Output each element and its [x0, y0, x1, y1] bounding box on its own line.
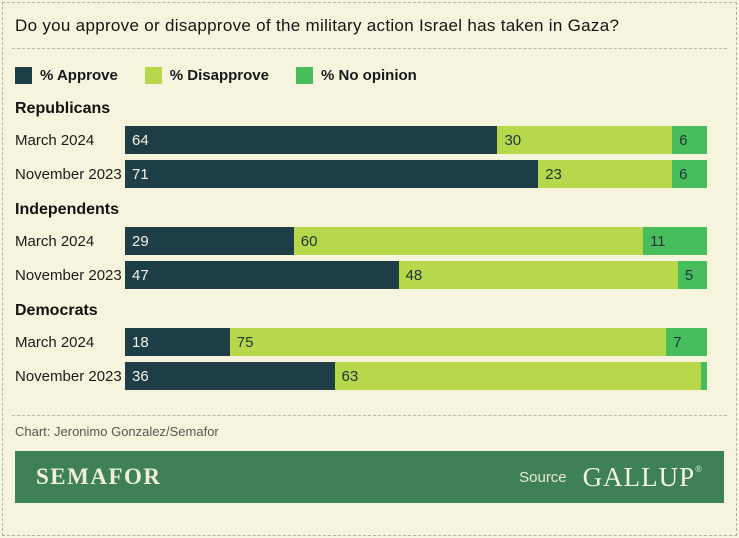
bar-segment-no-opinion: 6 [672, 126, 707, 154]
title-separator [12, 48, 727, 49]
legend-label: % Disapprove [169, 66, 269, 84]
legend-label: % No opinion [321, 66, 417, 84]
bar-value-label: 36 [132, 367, 149, 385]
bar-track: 47 48 5 [125, 261, 707, 289]
chart-row: November 2023 36 63 [0, 362, 739, 390]
bar-value-label: 30 [504, 131, 522, 149]
bar-segment-approve: 64 [125, 126, 498, 154]
bar-value-label: 11 [649, 232, 666, 250]
bar-segment-approve: 36 [125, 362, 335, 390]
chart-row: March 2024 29 60 11 [0, 227, 739, 255]
bar-segment-disapprove: 48 [398, 261, 678, 289]
bar-value-label: 18 [132, 333, 149, 351]
bar-segment-no-opinion: 7 [666, 328, 707, 356]
chart-row: March 2024 64 30 6 [0, 126, 739, 154]
bar-segment-disapprove: 30 [497, 126, 673, 154]
chart-row: November 2023 47 48 5 [0, 261, 739, 289]
row-label: November 2023 [15, 266, 122, 284]
approve-swatch-icon [15, 66, 32, 84]
source-attribution: Source GALLUP® [519, 462, 702, 493]
bar-value-label: 64 [132, 131, 149, 149]
bar-segment-disapprove: 60 [293, 227, 643, 255]
no-opinion-swatch-icon [296, 66, 313, 84]
source-label: Source [519, 468, 567, 486]
bar-value-label: 63 [341, 367, 359, 385]
bar-segment-approve: 47 [125, 261, 399, 289]
legend: % Approve % Disapprove % No opinion [15, 66, 739, 84]
bar-segment-no-opinion: 6 [672, 160, 707, 188]
bar-segment-no-opinion [701, 362, 707, 390]
bar-track: 36 63 [125, 362, 707, 390]
group-header: Independents [15, 201, 120, 218]
bar-track: 71 23 6 [125, 160, 707, 188]
legend-item-approve: % Approve [15, 66, 118, 84]
chart-title: Do you approve or disapprove of the mili… [15, 16, 620, 35]
footer-bar: SEMAFOR Source GALLUP® [15, 451, 724, 503]
bar-track: 64 30 6 [125, 126, 707, 154]
row-label: November 2023 [15, 165, 122, 183]
stacked-bar-chart: Republicans March 2024 64 30 6 November 2023 7… [0, 99, 739, 390]
row-label: March 2024 [15, 131, 95, 149]
bar-value-label: 6 [679, 165, 688, 183]
bar-segment-no-opinion: 11 [642, 227, 707, 255]
bar-segment-approve: 18 [125, 328, 230, 356]
disapprove-swatch-icon [144, 66, 162, 84]
chart-row: November 2023 71 23 6 [0, 160, 739, 188]
bar-track: 29 60 11 [125, 227, 707, 255]
bar-track: 18 75 7 [125, 328, 707, 356]
bar-value-label: 23 [545, 165, 562, 183]
bar-segment-approve: 29 [125, 227, 294, 255]
footer-separator [12, 415, 727, 416]
group-header: Republicans [15, 100, 111, 117]
semafor-logo: SEMAFOR [36, 464, 162, 489]
gallup-wordmark: GALLUP [582, 461, 696, 492]
chart-row: March 2024 18 75 7 [0, 328, 739, 356]
legend-label: % Approve [40, 66, 118, 84]
legend-item-no-opinion: % No opinion [296, 66, 417, 84]
bar-value-label: 7 [673, 333, 682, 351]
bar-value-label: 60 [300, 232, 318, 250]
registered-trademark-icon: ® [695, 463, 702, 474]
gallup-logo: GALLUP® [583, 462, 702, 493]
row-label: November 2023 [15, 367, 122, 385]
bar-value-label: 6 [679, 131, 688, 149]
bar-segment-disapprove: 23 [538, 160, 673, 188]
bar-segment-no-opinion: 5 [677, 261, 707, 289]
bar-value-label: 5 [684, 266, 694, 284]
credit-line: Chart: Jeronimo Gonzalez/Semafor [15, 424, 219, 439]
bar-value-label: 71 [132, 165, 149, 183]
row-label: March 2024 [15, 333, 95, 351]
bar-value-label: 75 [236, 333, 254, 351]
group-header: Democrats [15, 302, 98, 319]
bar-value-label: 47 [132, 266, 149, 284]
bar-value-label: 48 [405, 266, 423, 284]
bar-segment-disapprove: 75 [229, 328, 667, 356]
bar-segment-approve: 71 [125, 160, 539, 188]
bar-segment-disapprove: 63 [334, 362, 702, 390]
bar-value-label: 29 [132, 232, 149, 250]
legend-item-disapprove: % Disapprove [144, 66, 269, 84]
row-label: March 2024 [15, 232, 95, 250]
